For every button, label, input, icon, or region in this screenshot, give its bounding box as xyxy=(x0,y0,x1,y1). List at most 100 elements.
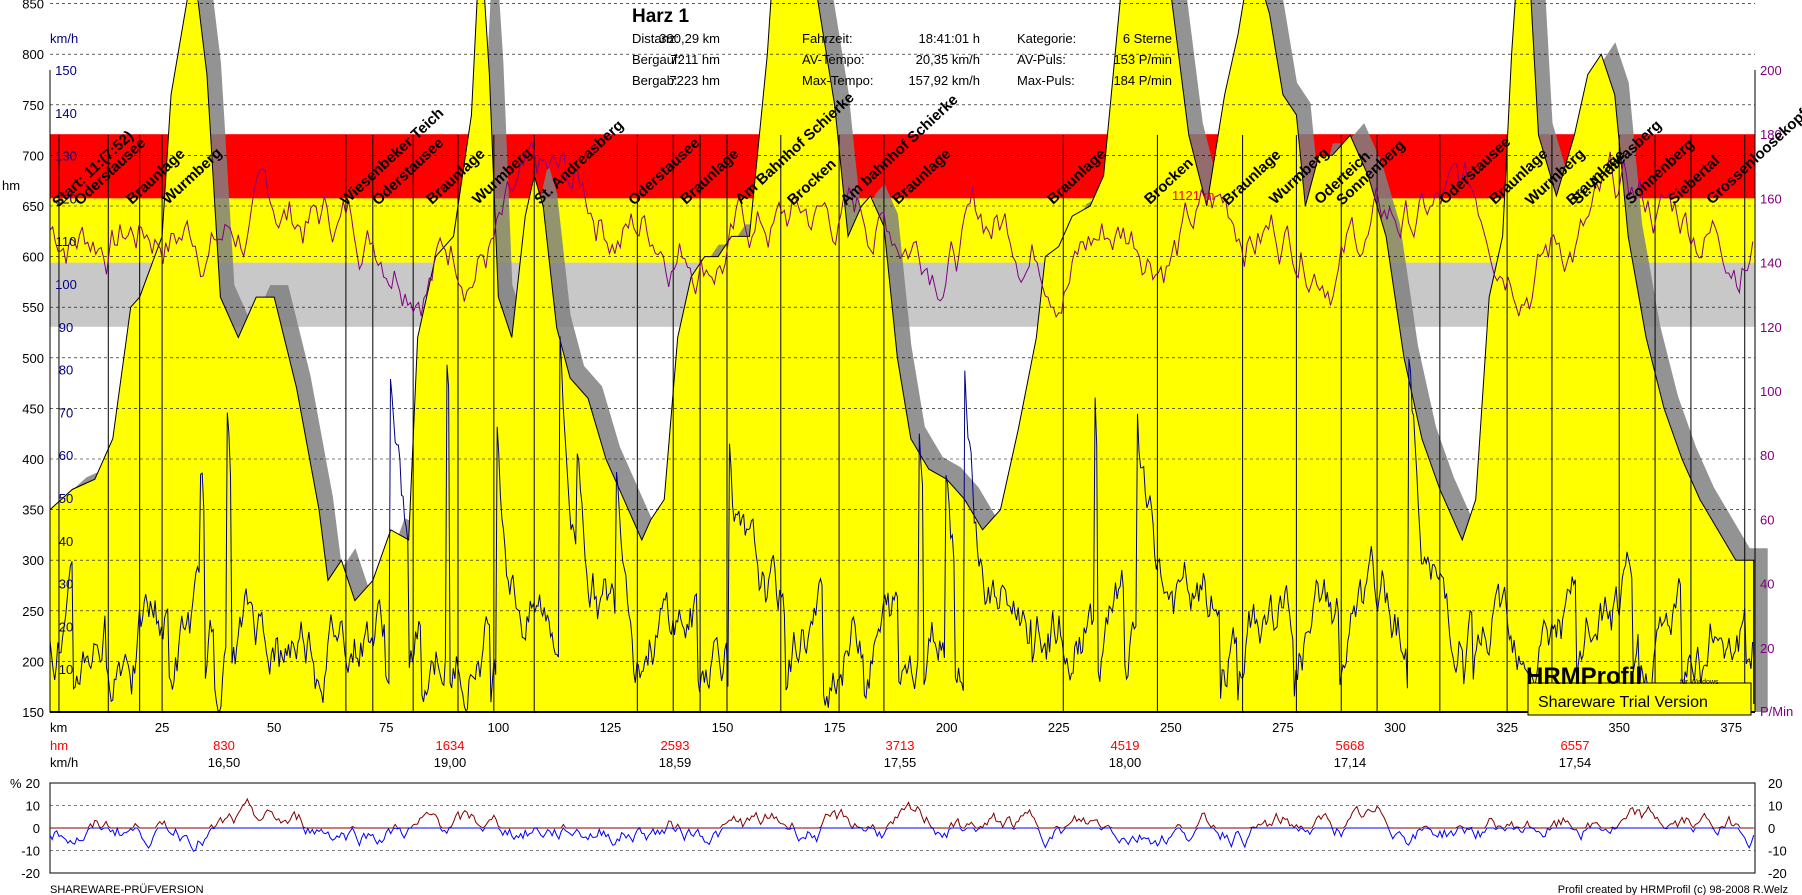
x-tick-label: 175 xyxy=(824,720,846,735)
x-tick-label: 75 xyxy=(379,720,393,735)
gradient-axis-label: % xyxy=(10,776,22,791)
segment-summary: hm km/h 830 1634 2593 3713 4519 5668 6557 16,50 19… xyxy=(50,738,1591,770)
stat-value: 20,35 km/h xyxy=(916,52,980,67)
summary-kmh-value: 18,59 xyxy=(659,755,692,770)
pulse-axis-label: P/Min xyxy=(1760,704,1793,719)
gradient-tick-left: 10 xyxy=(26,799,40,814)
hm-tick-label: 400 xyxy=(22,452,44,467)
x-tick-label: 125 xyxy=(600,720,622,735)
summary-kmh-value: 17,14 xyxy=(1334,755,1367,770)
stat-value: 184 P/min xyxy=(1113,73,1172,88)
pulse-tick-label: 140 xyxy=(1760,256,1782,271)
pulse-line xyxy=(49,140,1754,318)
pulse-series xyxy=(49,140,1754,318)
stat-label: Fahrzeit: xyxy=(802,31,853,46)
kmh-tick-label: 140 xyxy=(55,106,77,121)
gradient-tick-right: 0 xyxy=(1768,821,1775,836)
chart-title: Harz 1 xyxy=(632,6,689,27)
summary-kmh-value: 16,50 xyxy=(208,755,241,770)
gradient-up-line xyxy=(50,797,1754,830)
kmh-axis-label: km/h xyxy=(50,31,78,46)
stat-label: Bergauf: xyxy=(632,52,681,67)
stat-label: Bergab: xyxy=(632,73,678,88)
hm-tick-label: 550 xyxy=(22,300,44,315)
kmh-tick-label: 60 xyxy=(59,448,73,463)
x-tick-label: 25 xyxy=(155,720,169,735)
x-axis-label: km xyxy=(50,720,67,735)
speed-series xyxy=(49,336,1754,713)
kmh-tick-label: 100 xyxy=(55,277,77,292)
stat-value: 157,92 km/h xyxy=(908,73,980,88)
kmh-tick-label: 120 xyxy=(55,191,77,206)
hm-tick-label: 200 xyxy=(22,654,44,669)
x-tick-label: 50 xyxy=(267,720,281,735)
gradient-tick-right: 10 xyxy=(1768,799,1782,814)
gradient-tick-right: 20 xyxy=(1768,776,1782,791)
x-tick-label: 350 xyxy=(1608,720,1630,735)
stat-value: 18:41:01 h xyxy=(919,31,980,46)
kmh-tick-label: 20 xyxy=(59,619,73,634)
stat-label: Kategorie: xyxy=(1017,31,1076,46)
pulse-zone-yellow xyxy=(50,198,1755,263)
kmh-tick-label: 10 xyxy=(59,662,73,677)
logo-brand: HRMProfil xyxy=(1526,663,1642,690)
hm-tick-label: 600 xyxy=(22,250,44,265)
gradient-panel: -20 -20 -10 -10 0 0 10 10 20 20% xyxy=(10,776,1787,881)
summary-kmh-label: km/h xyxy=(50,755,78,770)
stat-value: 7223 hm xyxy=(669,73,720,88)
kmh-tick-label: 150 xyxy=(55,63,77,78)
kmh-tick-label: 70 xyxy=(59,405,73,420)
pulse-tick-label: 120 xyxy=(1760,320,1782,335)
x-tick-label: 325 xyxy=(1496,720,1518,735)
hm-tick-label: 300 xyxy=(22,553,44,568)
pulse-tick-label: 40 xyxy=(1760,577,1774,592)
kmh-tick-label: 80 xyxy=(59,363,73,378)
pulse-tick-label: 20 xyxy=(1760,641,1774,656)
footer-left: SHAREWARE-PRÜFVERSION xyxy=(50,884,204,895)
stat-label: Max-Puls: xyxy=(1017,73,1075,88)
stat-label: AV-Puls: xyxy=(1017,52,1066,67)
summary-kmh-value: 18,00 xyxy=(1109,755,1142,770)
elevation-profile xyxy=(49,0,1768,713)
pulse-tick-label: 200 xyxy=(1760,63,1782,78)
hm-tick-label: 650 xyxy=(22,199,44,214)
pulse-tick-label: 60 xyxy=(1760,512,1774,527)
hm-tick-label: 800 xyxy=(22,47,44,62)
stat-label: Max-Tempo: xyxy=(802,73,874,88)
summary-hm-label: hm xyxy=(50,738,68,753)
pulse-tick-label: 100 xyxy=(1760,384,1782,399)
kmh-tick-label: 50 xyxy=(59,491,73,506)
hm-tick-label: 450 xyxy=(22,401,44,416)
stat-value: 380,29 km xyxy=(659,31,720,46)
gradient-tick-left: 0 xyxy=(33,821,40,836)
main-axes: 150 200 250 300 350 400 450 500 550 600 650 700 750 8… xyxy=(2,0,1793,735)
hm-tick-label: 500 xyxy=(22,351,44,366)
summary-hm-value: 2593 xyxy=(661,738,690,753)
logo-trial-text: Shareware Trial Version xyxy=(1538,694,1708,711)
kmh-tick-label: 40 xyxy=(59,534,73,549)
hm-tick-label: 850 xyxy=(22,0,44,12)
stat-value: 6 Sterne xyxy=(1123,31,1172,46)
kmh-tick-label: 90 xyxy=(59,320,73,335)
elevation-area xyxy=(49,0,1755,713)
kmh-tick-label: 30 xyxy=(59,577,73,592)
hm-tick-label: 700 xyxy=(22,148,44,163)
summary-hm-value: 830 xyxy=(213,738,235,753)
stat-label: Distanz: xyxy=(632,31,679,46)
pulse-tick-label: 180 xyxy=(1760,127,1782,142)
gradient-tick-right: -10 xyxy=(1768,844,1787,859)
kmh-tick-label: 130 xyxy=(55,149,77,164)
hrmprofil-logo: HRMProfil für Windows Shareware Trial Ve… xyxy=(1526,663,1752,716)
summary-hm-value: 6557 xyxy=(1561,738,1590,753)
summary-hm-value: 1634 xyxy=(436,738,465,753)
summary-kmh-value: 19,00 xyxy=(434,755,467,770)
hm-axis-label: hm xyxy=(2,178,20,193)
kmh-tick-label: 110 xyxy=(56,234,77,249)
summary-hm-value: 3713 xyxy=(886,738,915,753)
summary-hm-value: 4519 xyxy=(1111,738,1140,753)
x-tick-label: 250 xyxy=(1160,720,1182,735)
logo-sub: für Windows xyxy=(1680,679,1719,686)
pulse-tick-label: 80 xyxy=(1760,448,1774,463)
hm-tick-label: 350 xyxy=(22,503,44,518)
